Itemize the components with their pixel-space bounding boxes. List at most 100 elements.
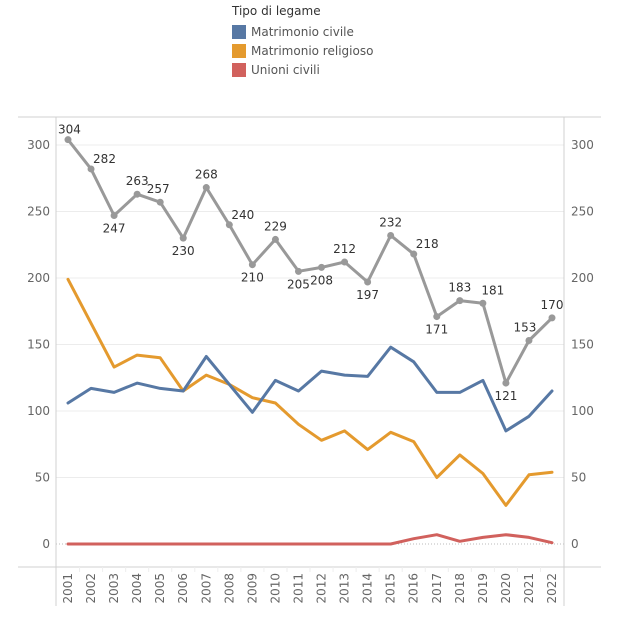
x-tick-label: 2004 [130,573,144,604]
data-point [87,165,95,173]
y-tick-label-right: 0 [571,537,579,551]
x-tick-label: 2006 [176,573,190,604]
data-label: 197 [356,288,379,302]
x-tick-label: 2010 [268,573,282,604]
series-line-totale [66,138,554,385]
y-tick-label-left: 0 [42,537,50,551]
y-tick-label-right: 150 [571,338,594,352]
data-point [410,250,418,258]
data-point [364,278,372,286]
x-tick-label: 2011 [291,573,305,604]
data-point [433,313,441,321]
legend-item-matrimonio-religioso[interactable]: Matrimonio religioso [232,41,373,60]
data-label: 121 [494,389,517,403]
data-label: 240 [231,208,254,222]
data-point [318,263,326,271]
data-point [479,299,487,307]
y-tick-label-left: 50 [35,471,50,485]
x-tick-label: 2015 [384,573,398,604]
x-tick-label: 2022 [545,573,559,604]
data-point [156,198,164,206]
x-tick-label: 2002 [84,573,98,604]
legend-label: Matrimonio civile [251,24,354,39]
legend-label: Unioni civili [251,62,320,77]
data-label: 212 [333,242,356,256]
y-tick-label-right: 250 [571,205,594,219]
legend-swatch [232,43,246,58]
data-point [387,231,395,239]
data-label: 205 [287,277,310,291]
gridlines [56,144,564,545]
x-tick-label: 2009 [245,573,259,604]
data-point [202,184,210,192]
data-label: 170 [541,298,564,312]
chart-frame [18,116,601,606]
legend-title: Tipo di legame [232,4,321,18]
data-label: 229 [264,219,287,233]
data-label: 257 [147,182,170,196]
series-line-matrimonio-civile [66,345,554,433]
data-point [64,136,72,144]
legend-item-unioni-civili[interactable]: Unioni civili [232,60,373,79]
data-point [133,190,141,198]
data-label: 181 [481,283,504,297]
x-tick-label: 2001 [61,573,75,604]
data-point [548,314,556,322]
data-label: 282 [93,152,116,166]
y-tick-label-left: 200 [27,271,50,285]
data-point [110,211,118,219]
x-axis: 2001 2002 2003 2004 2005 2006 2007 2008 2009 2010… [61,567,559,604]
data-point [456,297,464,305]
y-tick-label-right: 50 [571,471,586,485]
y-tick-label-right: 200 [571,271,594,285]
x-tick-label: 2021 [522,573,536,604]
data-point [225,221,233,229]
x-tick-label: 2017 [430,573,444,604]
x-tick-label: 2019 [476,573,490,604]
data-label: 171 [425,323,448,337]
data-label: 153 [513,321,536,335]
x-tick-label: 2014 [361,573,375,604]
data-point [179,234,187,242]
data-point [248,261,256,269]
data-label: 218 [416,237,439,251]
series-group [64,136,556,546]
data-point [525,337,533,345]
data-label: 230 [172,244,195,258]
x-tick-label: 2016 [407,573,421,604]
legend-swatch [232,62,246,77]
y-tick-label-left: 150 [27,338,50,352]
legend-item-matrimonio-civile[interactable]: Matrimonio civile [232,22,373,41]
data-label: 208 [310,273,333,287]
series-line-unioni-civili [66,533,554,546]
y-tick-label-left: 250 [27,205,50,219]
legend-label: Matrimonio religioso [251,43,374,58]
data-point [502,379,510,387]
data-label: 247 [103,221,126,235]
data-label: 268 [195,168,218,182]
x-tick-label: 2020 [499,573,513,604]
data-point [271,235,279,243]
data-label: 263 [126,174,149,188]
data-label: 210 [241,271,264,285]
x-tick-label: 2013 [338,573,352,604]
y-tick-label-right: 100 [571,404,594,418]
x-tick-label: 2018 [453,573,467,604]
data-label: 183 [448,281,471,295]
y-tick-label-left: 300 [27,138,50,152]
data-label: 232 [379,215,402,229]
x-tick-label: 2005 [153,573,167,604]
data-point [294,267,302,275]
x-tick-label: 2012 [315,573,329,604]
data-point [341,258,349,266]
data-label: 304 [58,123,81,137]
y-axis-left: 0 50 100 150 200 250 300 [27,138,50,551]
x-tick-label: 2008 [222,573,236,604]
x-tick-label: 2003 [107,573,121,604]
legend-swatch [232,24,246,39]
y-tick-label-right: 300 [571,138,594,152]
series-line-matrimonio-religioso [66,277,554,507]
legend: Tipo di legame Matrimonio civile Matrimo… [232,4,373,79]
